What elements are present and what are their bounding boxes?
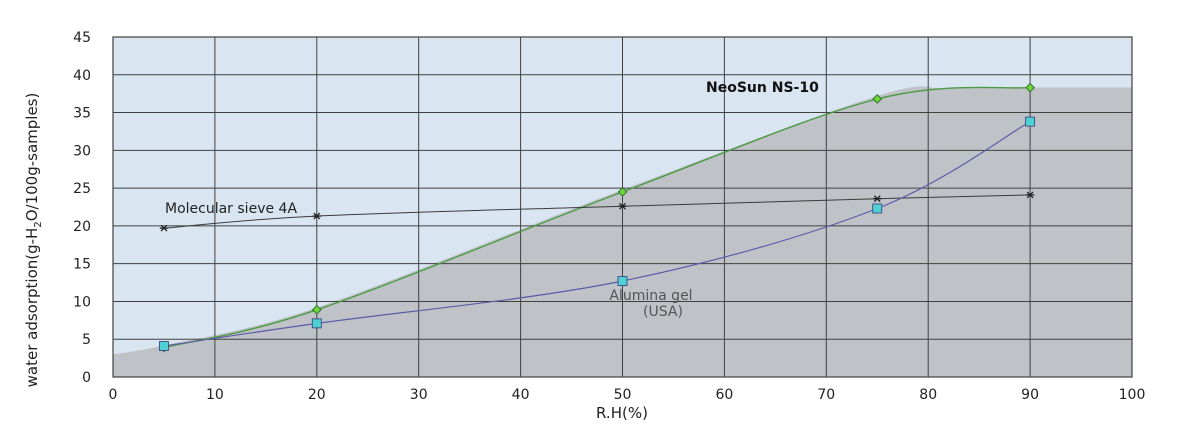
x-tick-label: 60 xyxy=(715,387,733,403)
data-point-alumina xyxy=(1025,116,1036,127)
gridlines xyxy=(112,36,1133,378)
x-tick-label: 50 xyxy=(614,387,632,403)
x-tick-label: 20 xyxy=(308,387,326,403)
x-tick-label: 80 xyxy=(919,387,937,403)
data-point-neosun xyxy=(311,304,322,315)
data-point-alumina xyxy=(617,276,628,286)
y-tick-label: 5 xyxy=(82,332,91,348)
data-point-molecular-sieve xyxy=(159,224,169,232)
y-tick-label: 35 xyxy=(73,106,91,122)
y-tick-label: 20 xyxy=(73,219,91,235)
data-point-neosun xyxy=(1025,82,1035,93)
data-point-alumina xyxy=(158,341,169,351)
data-point-neosun xyxy=(872,94,883,104)
tick-labels: 0 10 20 30 40 50 60 70 80 90 100 0 5 10 15 20 25 30 35 40 45 xyxy=(73,30,1145,403)
x-tick-label: 0 xyxy=(109,387,118,403)
x-tick-label: 10 xyxy=(206,387,224,403)
y-tick-label: 15 xyxy=(73,257,91,273)
series-label-alumina-line2: (USA) xyxy=(643,304,683,320)
y-tick-label: 30 xyxy=(73,143,91,159)
y-axis-title-main: water adsorption(g-H xyxy=(23,228,41,388)
x-tick-label: 100 xyxy=(1119,387,1146,403)
y-tick-label: 45 xyxy=(73,30,91,46)
data-point-alumina xyxy=(311,318,322,329)
plot-border xyxy=(112,36,1133,378)
y-tick-label: 0 xyxy=(82,370,91,386)
series-label-neosun: NeoSun NS-10 xyxy=(706,80,819,96)
data-point-molecular-sieve xyxy=(1025,191,1035,199)
x-axis-title: R.H(%) xyxy=(596,404,648,422)
x-tick-label: 70 xyxy=(817,387,835,403)
data-point-molecular-sieve xyxy=(873,195,882,203)
y-axis-title: water adsorption(g-H2O/100g-samples) xyxy=(23,93,44,388)
y-tick-label: 25 xyxy=(73,181,91,197)
x-tick-label: 30 xyxy=(410,387,428,403)
data-point-alumina xyxy=(872,203,883,214)
data-point-molecular-sieve xyxy=(312,212,321,220)
y-axis-title-subscript: 2 xyxy=(33,221,44,227)
y-tick-label: 40 xyxy=(73,68,91,84)
series-layer xyxy=(158,82,1036,353)
y-axis-title-rest: O/100g-samples) xyxy=(23,93,41,222)
series-label-molecular-sieve: Molecular sieve 4A xyxy=(165,201,297,217)
data-point-neosun xyxy=(617,187,628,197)
x-tick-label: 90 xyxy=(1021,387,1039,403)
y-tick-label: 10 xyxy=(73,294,91,310)
series-label-alumina-line1: Alumina gel xyxy=(609,288,692,304)
data-point-molecular-sieve xyxy=(618,202,627,210)
x-tick-label: 40 xyxy=(512,387,530,403)
